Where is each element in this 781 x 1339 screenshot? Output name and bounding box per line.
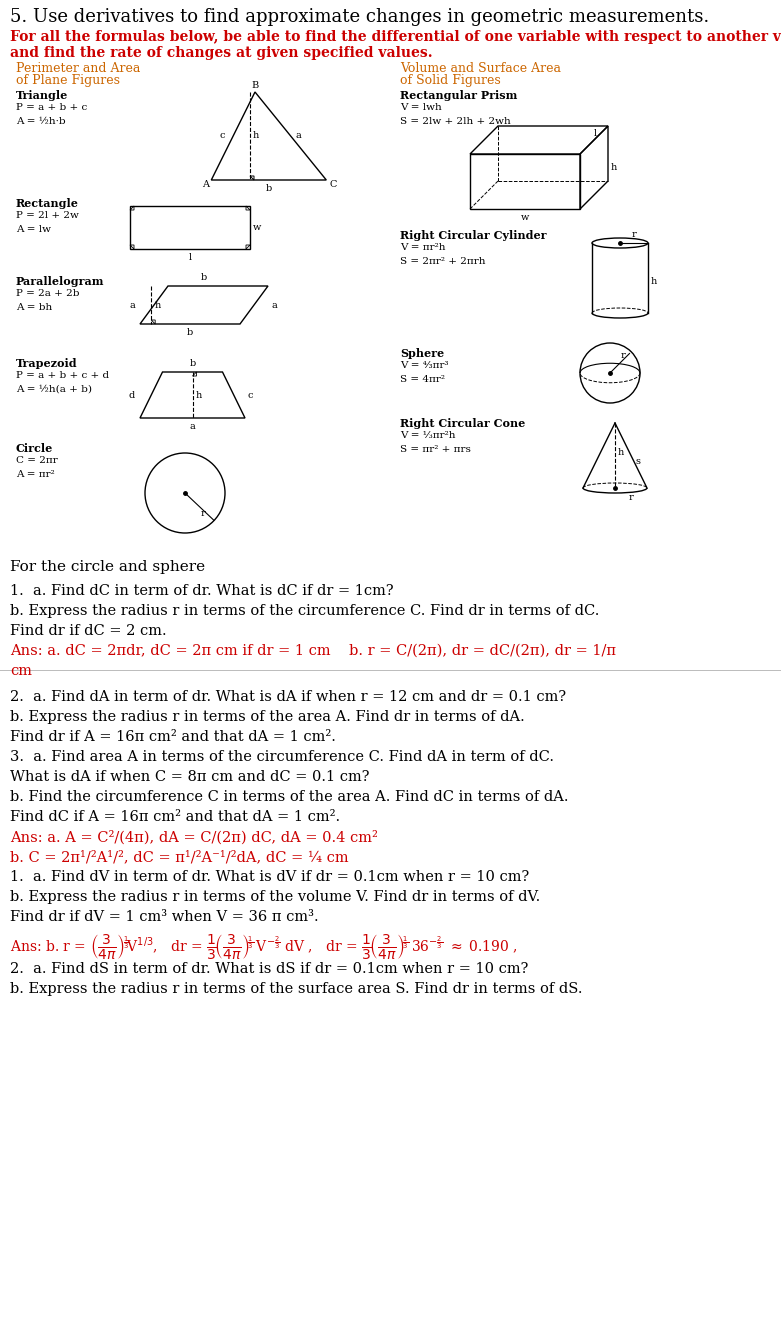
Text: Rectangle: Rectangle [16,198,79,209]
Text: V = ⁴⁄₃πr³: V = ⁴⁄₃πr³ [400,362,448,370]
Text: Rectangular Prism: Rectangular Prism [400,90,517,100]
Text: h: h [651,277,658,287]
Text: b: b [187,328,193,337]
Text: h: h [195,391,201,399]
Text: A = πr²: A = πr² [16,470,55,479]
Text: c: c [248,391,254,399]
Text: Ans: b. r = $\left(\dfrac{3}{4\pi}\right)^{\!\frac{1}{3}}\!$V$^{1/3}$,   dr = $\: Ans: b. r = $\left(\dfrac{3}{4\pi}\right… [10,932,518,961]
Text: l: l [188,253,191,262]
Text: a: a [296,131,301,141]
Text: C: C [330,179,337,189]
Text: h: h [618,447,624,457]
Text: What is dA if when C = 8π cm and dC = 0.1 cm?: What is dA if when C = 8π cm and dC = 0.… [10,770,369,785]
Text: b. Find the circumference C in terms of the area A. Find dC in terms of dA.: b. Find the circumference C in terms of … [10,790,569,803]
Text: r: r [200,509,205,518]
Text: r: r [632,230,637,238]
Text: B: B [251,80,259,90]
Text: S = πr² + πrs: S = πr² + πrs [400,445,471,454]
Text: d: d [129,391,135,399]
Text: S = 2lw + 2lh + 2wh: S = 2lw + 2lh + 2wh [400,116,511,126]
Text: cm: cm [10,664,32,678]
Text: Ans: a. dC = 2πdr, dC = 2π cm if dr = 1 cm    b. r = C/(2π), dr = dC/(2π), dr = : Ans: a. dC = 2πdr, dC = 2π cm if dr = 1 … [10,644,616,657]
Text: h: h [154,300,160,309]
Text: and find the rate of changes at given specified values.: and find the rate of changes at given sp… [10,46,433,60]
Text: l: l [594,129,597,138]
Text: Find dr if dC = 2 cm.: Find dr if dC = 2 cm. [10,624,166,637]
Text: b: b [201,273,207,283]
Text: a: a [129,300,135,309]
Text: P = 2a + 2b: P = 2a + 2b [16,289,80,299]
Text: A = ½h·b: A = ½h·b [16,116,66,126]
Text: a: a [190,422,195,431]
Text: Find dr if A = 16π cm² and that dA = 1 cm².: Find dr if A = 16π cm² and that dA = 1 c… [10,730,336,744]
Text: 2.  a. Find dA in term of dr. What is dA if when r = 12 cm and dr = 0.1 cm?: 2. a. Find dA in term of dr. What is dA … [10,690,566,704]
Text: P = a + b + c: P = a + b + c [16,103,87,112]
Text: h: h [253,131,259,141]
Text: h: h [611,163,617,171]
Text: A = bh: A = bh [16,303,52,312]
Text: Right Circular Cone: Right Circular Cone [400,418,526,428]
Text: For the circle and sphere: For the circle and sphere [10,560,205,574]
Text: A: A [201,179,209,189]
Text: S = 4πr²: S = 4πr² [400,375,445,384]
Text: b. Express the radius r in terms of the surface area S. Find dr in terms of dS.: b. Express the radius r in terms of the … [10,981,583,996]
Text: 3.  a. Find area A in terms of the circumference C. Find dA in term of dC.: 3. a. Find area A in terms of the circum… [10,750,554,765]
Text: b: b [266,183,272,193]
Text: A = lw: A = lw [16,225,51,234]
Text: Ans: a. A = C²/(4π), dA = C/(2π) dC, dA = 0.4 cm²: Ans: a. A = C²/(4π), dA = C/(2π) dC, dA … [10,830,378,845]
Text: c: c [219,131,225,141]
Text: P = a + b + c + d: P = a + b + c + d [16,371,109,380]
Text: P = 2l + 2w: P = 2l + 2w [16,212,79,220]
Text: Find dC if A = 16π cm² and that dA = 1 cm².: Find dC if A = 16π cm² and that dA = 1 c… [10,810,340,823]
Text: Parallelogram: Parallelogram [16,276,105,287]
Text: C = 2πr: C = 2πr [16,457,58,465]
Text: For all the formulas below, be able to find the differential of one variable wit: For all the formulas below, be able to f… [10,29,781,44]
Text: r: r [620,352,626,360]
Text: w: w [253,224,262,232]
Text: Perimeter and Area: Perimeter and Area [16,62,141,75]
Text: b. C = 2π¹/²A¹/², dC = π¹/²A⁻¹/²dA, dC = ¼ cm: b. C = 2π¹/²A¹/², dC = π¹/²A⁻¹/²dA, dC =… [10,850,348,864]
Text: a: a [271,300,276,309]
Text: b: b [189,359,195,368]
Text: Trapezoid: Trapezoid [16,358,77,370]
Text: Circle: Circle [16,443,53,454]
Text: 1.  a. Find dV in term of dr. What is dV if dr = 0.1cm when r = 10 cm?: 1. a. Find dV in term of dr. What is dV … [10,870,530,884]
Text: 1.  a. Find dC in term of dr. What is dC if dr = 1cm?: 1. a. Find dC in term of dr. What is dC … [10,584,394,599]
Text: Sphere: Sphere [400,348,444,359]
Text: V = πr²h: V = πr²h [400,242,445,252]
Text: b. Express the radius r in terms of the area A. Find dr in terms of dA.: b. Express the radius r in terms of the … [10,710,525,724]
Text: Volume and Surface Area: Volume and Surface Area [400,62,561,75]
Text: r: r [629,493,633,502]
Text: s: s [635,458,640,466]
Text: b. Express the radius r in terms of the volume V. Find dr in terms of dV.: b. Express the radius r in terms of the … [10,890,540,904]
Text: Triangle: Triangle [16,90,68,100]
Text: of Plane Figures: of Plane Figures [16,74,120,87]
Text: S = 2πr² + 2πrh: S = 2πr² + 2πrh [400,257,486,266]
Text: Right Circular Cylinder: Right Circular Cylinder [400,230,547,241]
Text: of Solid Figures: of Solid Figures [400,74,501,87]
Text: V = lwh: V = lwh [400,103,442,112]
Text: Find dr if dV = 1 cm³ when V = 36 π cm³.: Find dr if dV = 1 cm³ when V = 36 π cm³. [10,911,319,924]
Text: w: w [521,213,530,222]
Text: b. Express the radius r in terms of the circumference C. Find dr in terms of dC.: b. Express the radius r in terms of the … [10,604,599,619]
Text: A = ½h(a + b): A = ½h(a + b) [16,386,92,394]
Text: V = ⅓πr²h: V = ⅓πr²h [400,431,455,441]
Text: 5. Use derivatives to find approximate changes in geometric measurements.: 5. Use derivatives to find approximate c… [10,8,709,25]
Text: 2.  a. Find dS in term of dr. What is dS if dr = 0.1cm when r = 10 cm?: 2. a. Find dS in term of dr. What is dS … [10,961,529,976]
